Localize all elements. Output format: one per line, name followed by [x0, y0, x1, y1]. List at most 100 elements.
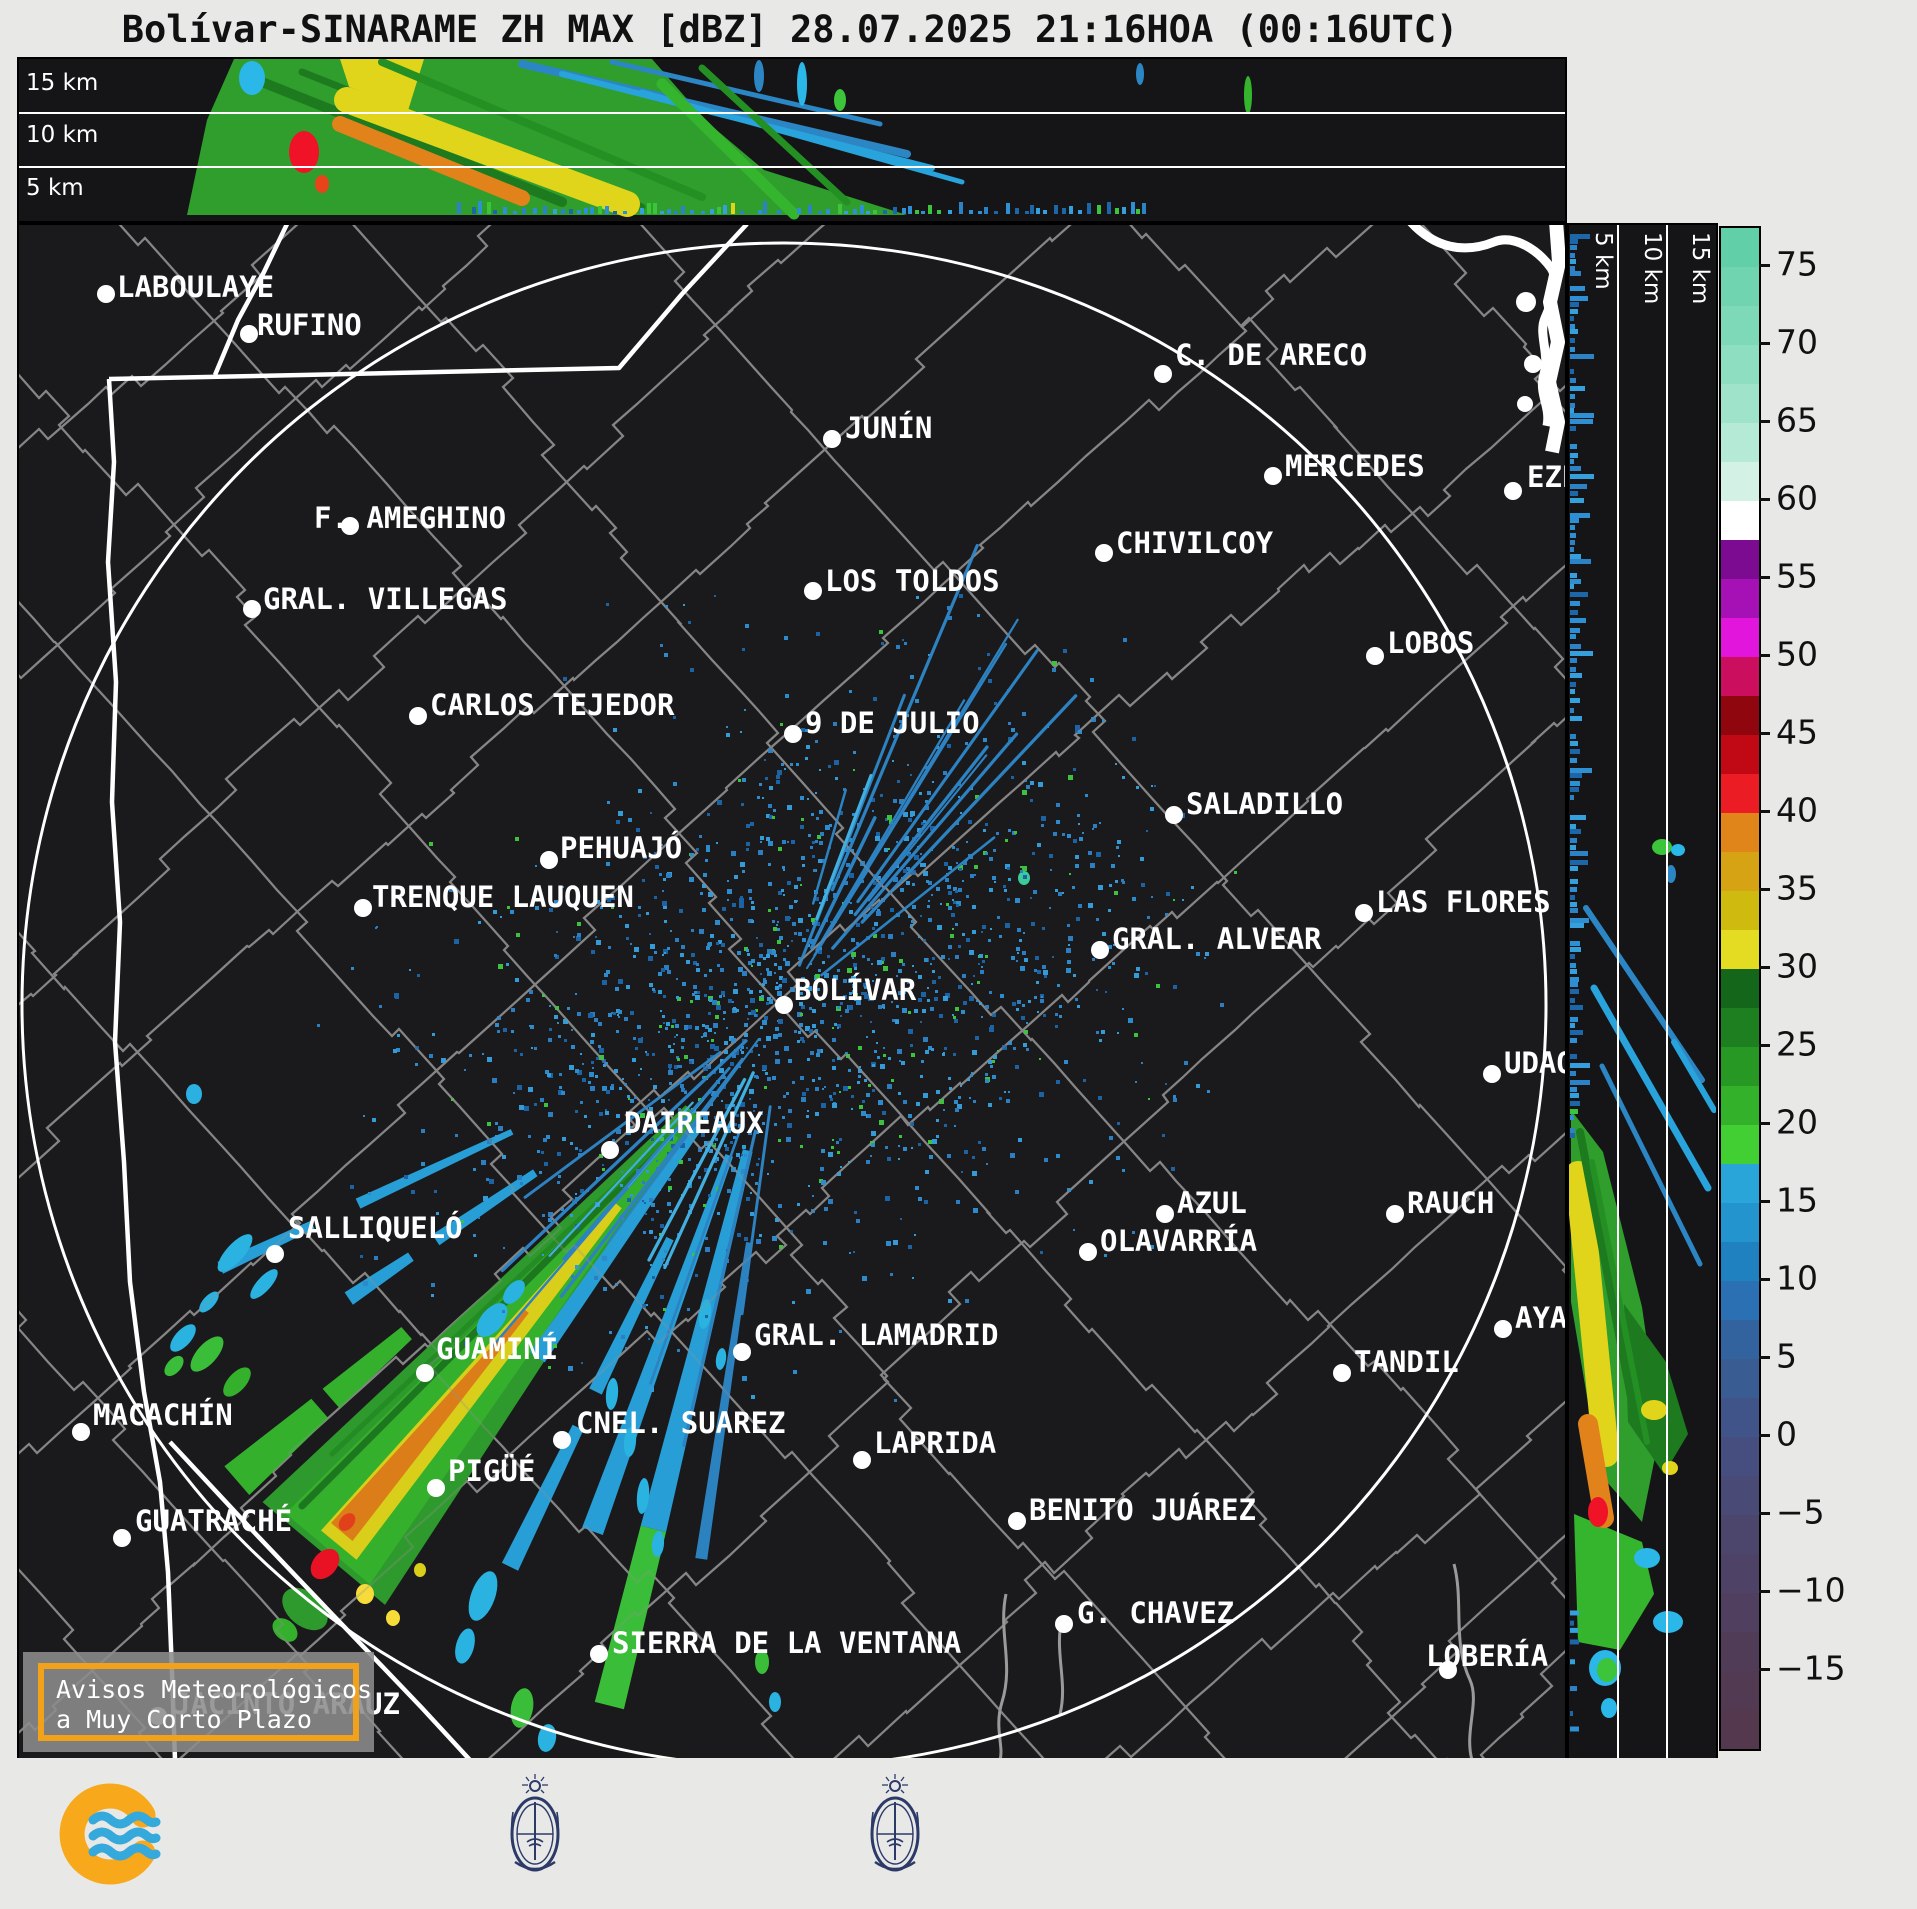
colorbar-band — [1721, 1476, 1759, 1515]
city-dot — [1079, 1243, 1097, 1261]
city-dot — [553, 1431, 571, 1449]
city-label: LOS TOLDOS — [825, 564, 1000, 598]
city-label: SALLIQUELÓ — [288, 1211, 463, 1245]
colorbar-band — [1721, 852, 1759, 891]
city-dot — [409, 707, 427, 725]
city-label: BENITO JUÁREZ — [1029, 1493, 1256, 1527]
colorbar-band — [1721, 1203, 1759, 1242]
city-label: GRAL. VILLEGAS — [263, 582, 507, 616]
colorbar-tick-label: 35 — [1776, 868, 1818, 908]
city-dot — [1008, 1512, 1026, 1530]
city-dot — [240, 325, 258, 343]
city-label: EZEIZA — [1527, 460, 1567, 494]
altitude-axis-label: 10 km — [1639, 232, 1665, 304]
colorbar-band — [1721, 228, 1759, 267]
city-layer: LABOULAYE RUFINO C. DE ARECO JUNÍN MERCEDES F… — [72, 270, 1567, 1725]
colorbar-tick-label: 5 — [1776, 1336, 1797, 1376]
colorbar-band — [1721, 1437, 1759, 1476]
colorbar-band — [1721, 657, 1759, 696]
colorbar-band — [1721, 540, 1759, 579]
city-dot — [113, 1529, 131, 1547]
city-label: G. CHAVEZ — [1077, 1596, 1234, 1630]
city-label: LABOULAYE — [117, 270, 274, 304]
city-dot — [804, 582, 822, 600]
colorbar-band — [1721, 1593, 1759, 1632]
city-label: MACACHÍN — [93, 1398, 233, 1432]
city-dot — [1355, 904, 1373, 922]
dbz-colorbar — [1719, 226, 1761, 1751]
range-circle — [20, 241, 1548, 1760]
colorbar-band — [1721, 930, 1759, 969]
colorbar-band — [1721, 579, 1759, 618]
city-dot — [601, 1141, 619, 1159]
city-label: TRENQUE LAUQUEN — [372, 880, 634, 914]
city-label: GUATRACHÉ — [135, 1504, 292, 1538]
colorbar-tick — [1759, 1356, 1770, 1359]
city-label: JUNÍN — [845, 411, 932, 445]
colorbar-tick — [1759, 576, 1770, 579]
colorbar-band — [1721, 1008, 1759, 1047]
city-label: UDAQUIOLA — [1504, 1046, 1567, 1080]
colorbar-band — [1721, 969, 1759, 1008]
colorbar-band — [1721, 1086, 1759, 1125]
city-dot — [853, 1451, 871, 1469]
city-dot — [1366, 647, 1384, 665]
city-label: CNEL. SUAREZ — [576, 1406, 786, 1440]
city-dot — [97, 285, 115, 303]
city-label: DAIREAUX — [624, 1106, 764, 1140]
colorbar-tick-label: −15 — [1776, 1648, 1846, 1688]
colorbar-tick-label: 40 — [1776, 790, 1818, 830]
city-label: LAPRIDA — [874, 1426, 996, 1460]
colorbar-tick-label: 50 — [1776, 634, 1818, 674]
city-label: GUAMINÍ — [436, 1332, 558, 1366]
colorbar-tick-label: 45 — [1776, 712, 1818, 752]
city-dot — [354, 899, 372, 917]
colorbar-band — [1721, 1047, 1759, 1086]
colorbar-band — [1721, 1359, 1759, 1398]
warnings-box[interactable]: Avisos Meteorológicos a Muy Corto Plazo — [23, 1652, 374, 1752]
page-title: Bolívar-SINARAME ZH MAX [dBZ] 28.07.2025… — [121, 8, 1459, 51]
altitude-axis-label: 15 km — [26, 70, 98, 96]
city-dot — [823, 430, 841, 448]
radar-echoes — [164, 544, 1237, 1752]
colorbar-tick-label: 25 — [1776, 1024, 1818, 1064]
colorbar-band — [1721, 1710, 1759, 1749]
colorbar-band — [1721, 1671, 1759, 1710]
colorbar-band — [1721, 813, 1759, 852]
colorbar-band — [1721, 501, 1759, 540]
city-label: AZUL — [1177, 1186, 1247, 1220]
colorbar-band — [1721, 696, 1759, 735]
city-dot — [1439, 1661, 1457, 1679]
city-label: SALADILLO — [1186, 787, 1343, 821]
footer-logos — [59, 1772, 920, 1885]
city-label: LAS FLORES — [1376, 885, 1551, 919]
city-dot — [784, 725, 802, 743]
city-dot — [1154, 365, 1172, 383]
city-dot — [427, 1479, 445, 1497]
colorbar-band — [1721, 618, 1759, 657]
colorbar-tick — [1759, 966, 1770, 969]
colorbar-tick — [1759, 1044, 1770, 1047]
colorbar-band — [1721, 1281, 1759, 1320]
altitude-axis-label: 5 km — [26, 175, 84, 201]
colorbar-tick — [1759, 1668, 1770, 1671]
colorbar-tick-label: 0 — [1776, 1414, 1797, 1454]
city-dot — [733, 1343, 751, 1361]
colorbar-band — [1721, 1632, 1759, 1671]
top-cross-section-panel: 15 km 10 km 5 km — [17, 57, 1567, 223]
city-label: 9 DE JULIO — [805, 706, 980, 740]
city-dot — [1156, 1205, 1174, 1223]
city-label: CARLOS TEJEDOR — [430, 688, 675, 722]
city-label: MERCEDES — [1285, 449, 1425, 483]
city-label: PEHUAJÓ — [560, 831, 682, 865]
colorbar-tick — [1759, 810, 1770, 813]
city-dot — [1165, 806, 1183, 824]
colorbar-tick-label: −5 — [1776, 1492, 1825, 1532]
colorbar-band — [1721, 462, 1759, 501]
colorbar-tick — [1759, 1434, 1770, 1437]
city-dot — [1055, 1615, 1073, 1633]
city-dot — [266, 1245, 284, 1263]
colorbar-tick-label: 55 — [1776, 556, 1818, 596]
city-dot — [72, 1423, 90, 1441]
colorbar-band — [1721, 384, 1759, 423]
